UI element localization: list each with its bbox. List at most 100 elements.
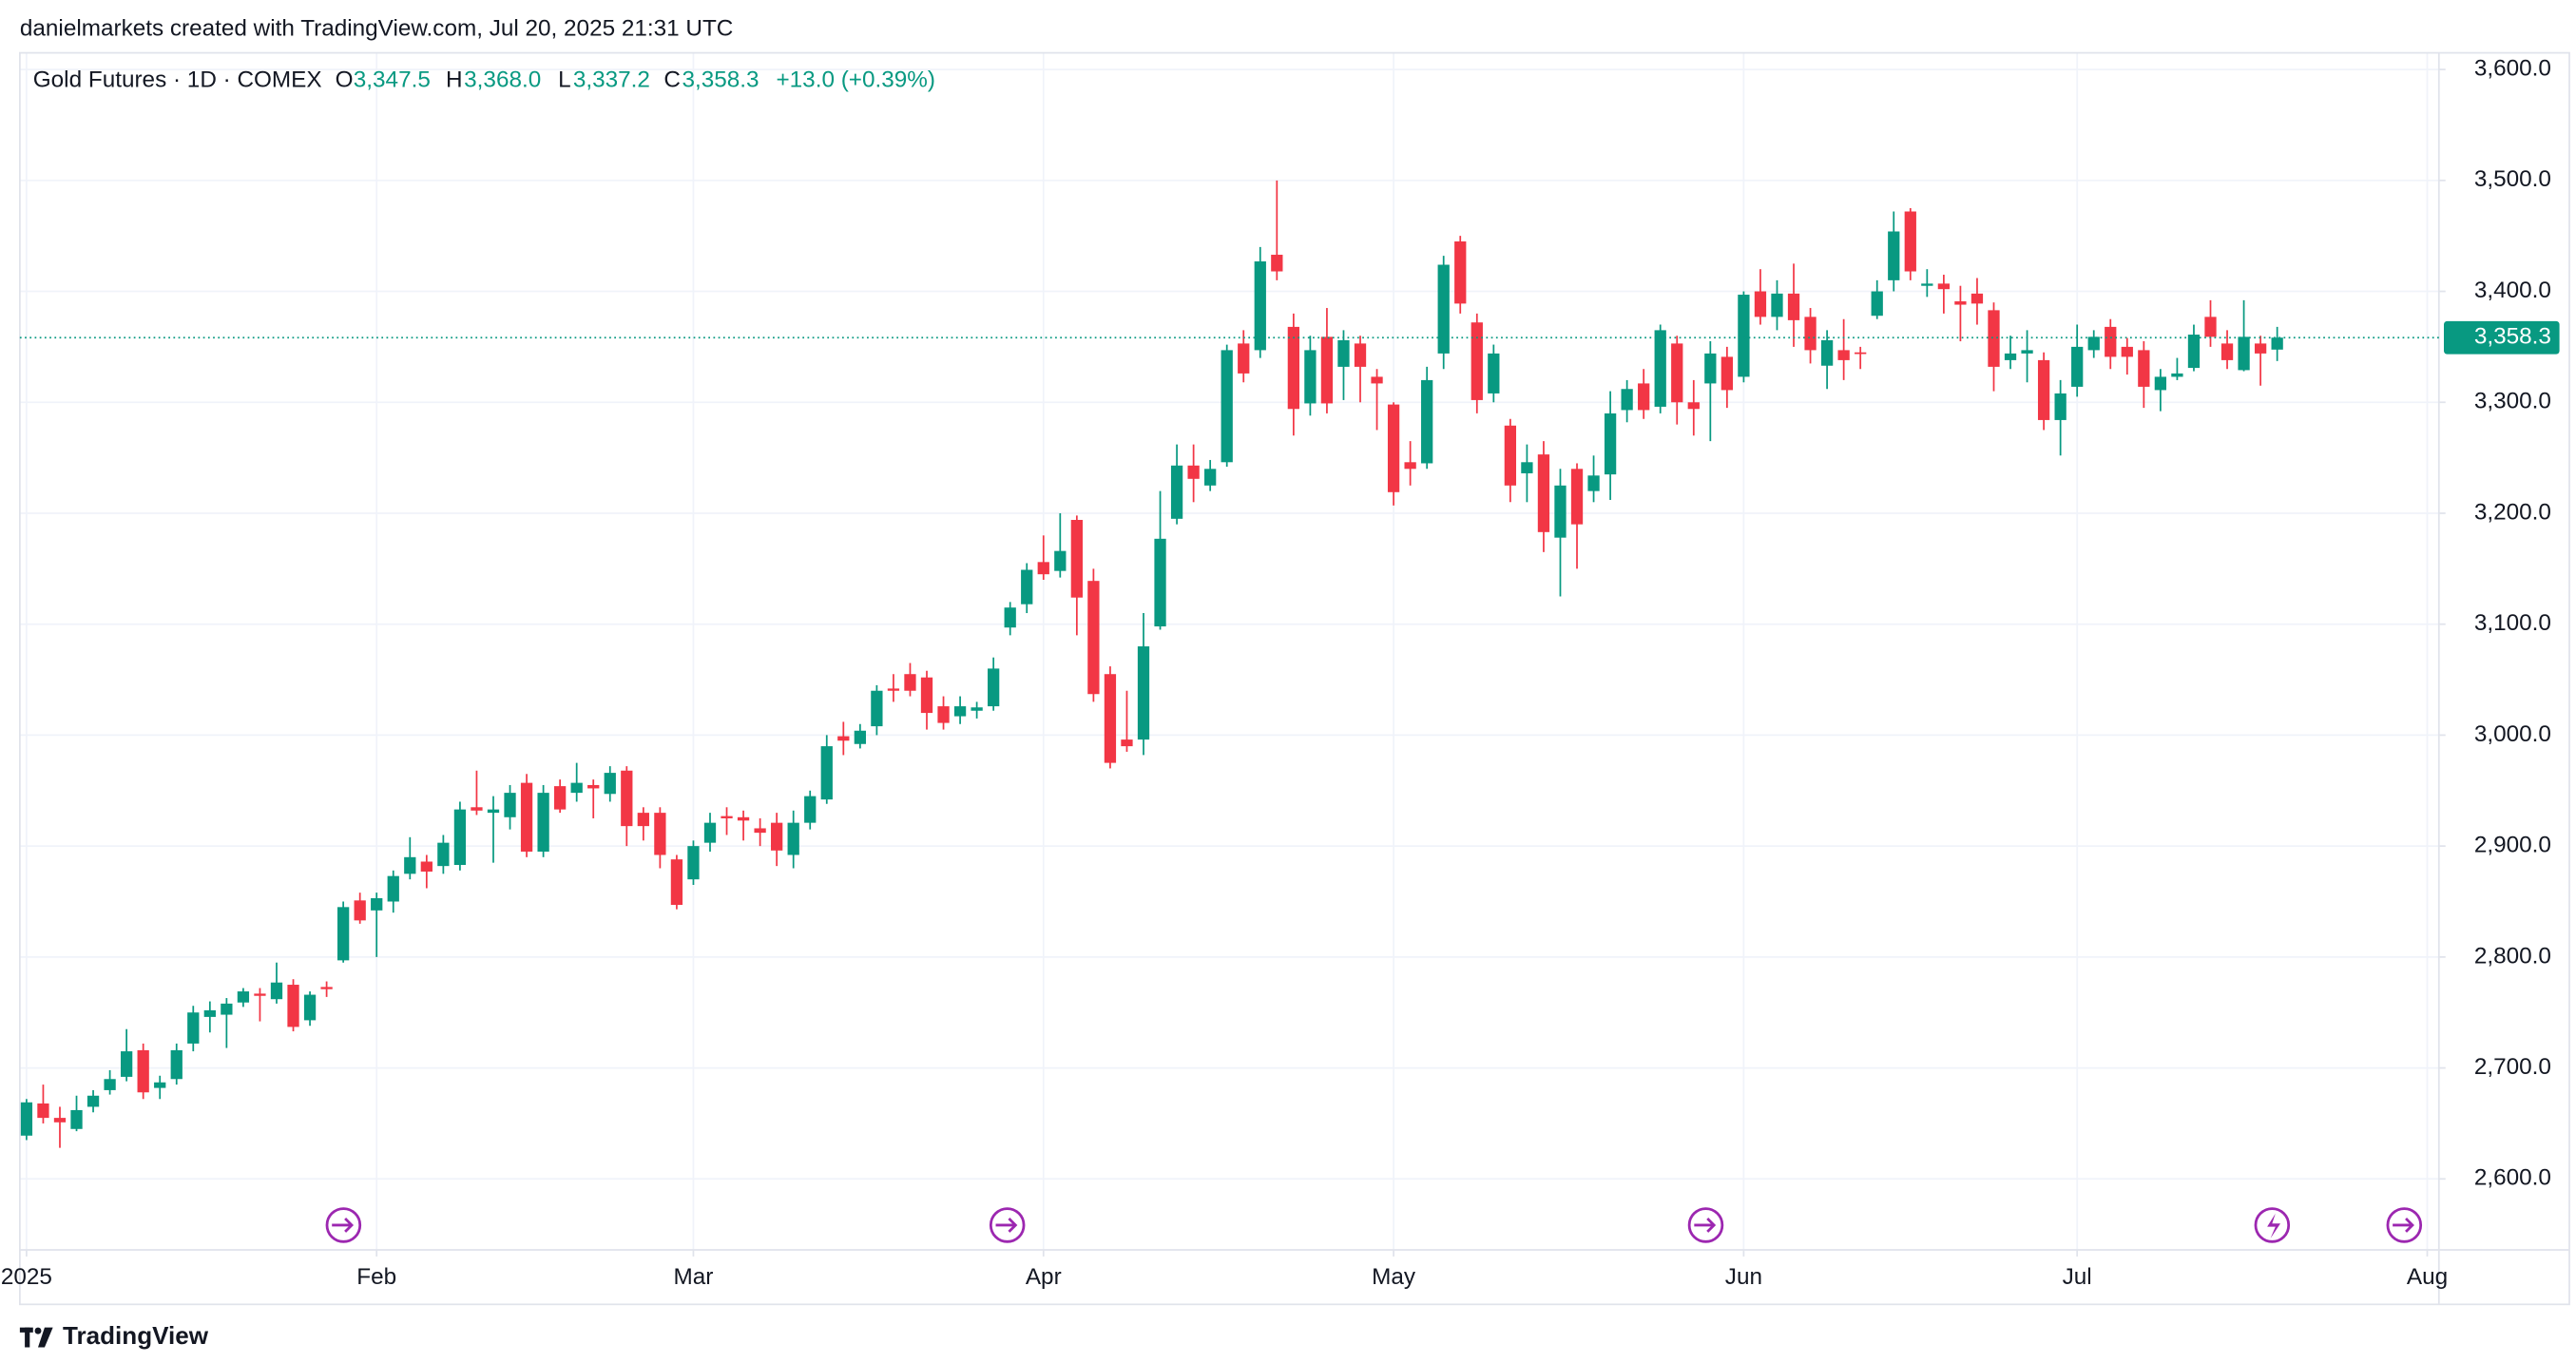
y-tick-label: 2,900.0 (2474, 833, 2551, 858)
candle-body (2054, 393, 2067, 420)
candle-body (1671, 343, 1683, 403)
event-icon[interactable] (2386, 1207, 2423, 1243)
candle-body (2254, 343, 2267, 354)
chart-frame (19, 51, 2570, 1306)
y-tick-label: 3,100.0 (2474, 610, 2551, 636)
candle-body (1804, 317, 1817, 351)
candle-body (404, 856, 416, 874)
candle-body (871, 690, 883, 727)
logo-part (34, 1327, 42, 1334)
x-tick-label: Aug (2407, 1264, 2448, 1290)
candle-body (1054, 550, 1067, 571)
candle-body (1570, 469, 1584, 525)
candle-body (1404, 462, 1416, 470)
candle-body (1721, 356, 1734, 391)
x-tick-label: May (1372, 1264, 1416, 1290)
ohlc-value: 3,358.3 (682, 67, 759, 93)
candle-body (554, 786, 567, 810)
candle-body (771, 822, 783, 851)
ohlc-key: O (336, 67, 354, 93)
candle-body (1070, 519, 1083, 598)
y-tick-label: 3,200.0 (2474, 499, 2551, 525)
candle-body (170, 1049, 183, 1080)
candle-body (1787, 293, 1800, 320)
candle-body (437, 842, 450, 867)
candle-body (1937, 283, 1951, 290)
candle-body (320, 987, 333, 989)
candle-body (1554, 485, 1567, 538)
candle-body (904, 674, 916, 691)
candle-body (1704, 353, 1717, 384)
candle-body (1621, 389, 1633, 411)
y-tick-label: 3,500.0 (2474, 166, 2551, 192)
candle-body (354, 900, 366, 921)
candle-body (604, 773, 616, 795)
candle-body (537, 793, 549, 852)
candle-body (1387, 404, 1400, 492)
candle-body (1855, 352, 1867, 355)
candle-body (453, 809, 467, 865)
candle-body (654, 813, 666, 855)
candle-body (787, 822, 799, 855)
candle-body (2037, 359, 2050, 420)
candle-body (1837, 350, 1850, 360)
candle-body (1121, 739, 1133, 747)
candle-body (1287, 326, 1299, 410)
candle-body (2071, 346, 2084, 387)
candle-body (587, 784, 600, 789)
candle-body (337, 907, 350, 961)
candle-body (1187, 465, 1200, 479)
ohlc-key: H (446, 67, 463, 93)
candle-body (1604, 413, 1617, 475)
candle-body (1654, 330, 1666, 407)
candle-body (1820, 339, 1834, 366)
candle-body (2171, 373, 2183, 377)
y-tick-label: 3,000.0 (2474, 721, 2551, 747)
candle-body (1587, 475, 1600, 491)
candle-body (1771, 293, 1783, 317)
candle-body (820, 746, 833, 800)
candle-body (104, 1079, 116, 1090)
symbol: Gold Futures · 1D · COMEX (33, 67, 322, 93)
candle-body (1687, 402, 1700, 410)
candle-body (1537, 454, 1550, 532)
candle-body (1238, 343, 1250, 374)
event-icon-arrow (995, 1218, 1018, 1233)
logo (19, 1327, 53, 1348)
candle-body (2121, 346, 2133, 357)
event-icon-arrow (2393, 1218, 2414, 1233)
candle-body (287, 985, 299, 1027)
candle-body (1170, 465, 1183, 519)
candle-body (203, 1009, 216, 1017)
candle-body (1754, 291, 1767, 317)
event-icon-arrow (1694, 1218, 1717, 1233)
candle-body (1488, 353, 1500, 394)
candle-body (737, 816, 750, 821)
candle-body (754, 828, 766, 834)
candle-body (1137, 646, 1150, 740)
event-icon[interactable] (1687, 1207, 1724, 1243)
candle-body (1888, 231, 1900, 280)
change: +13.0 (+0.39%) (776, 67, 935, 93)
candle-body (1371, 376, 1383, 384)
candle-body (2105, 326, 2117, 357)
candle-body (937, 706, 950, 723)
candle-body (1454, 241, 1467, 304)
candle-body (2220, 343, 2234, 360)
candle-body (2204, 317, 2217, 337)
candle-body (637, 813, 649, 827)
grid (19, 52, 2439, 1251)
y-tick-label: 3,600.0 (2474, 56, 2551, 82)
event-icon[interactable] (325, 1207, 362, 1243)
candle-body (721, 816, 733, 818)
candle-body (2138, 350, 2150, 387)
candle-body (471, 807, 483, 811)
candle-body (387, 875, 399, 902)
candle-body (2238, 336, 2250, 371)
event-icon[interactable] (989, 1207, 1026, 1243)
event-icon[interactable] (2254, 1207, 2291, 1243)
footer-brand: TradingView (63, 1321, 209, 1350)
candle-body (87, 1095, 100, 1107)
candle-body (1988, 310, 2000, 367)
